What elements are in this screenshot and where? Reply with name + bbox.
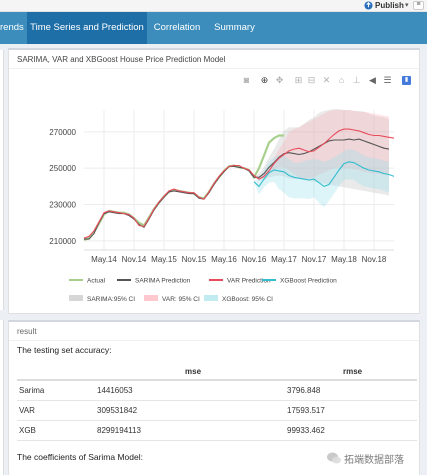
panel-title: result (17, 327, 37, 336)
sidebar-edge-lower (0, 320, 4, 475)
series-line (253, 161, 395, 188)
x-tick-label: May.16 (211, 255, 237, 264)
x-tick-label: Nov.14 (122, 255, 147, 264)
autoscale-icon[interactable]: ✕ (322, 75, 331, 85)
x-tick-label: Nov.16 (242, 255, 267, 264)
legend-label: VAR: 95% CI (162, 296, 200, 303)
y-tick-label: 230000 (49, 201, 76, 210)
legend-swatch (204, 295, 218, 301)
watermark: 拓端数据部落 (324, 448, 424, 470)
hover-closest-icon[interactable]: ◀ (369, 75, 376, 85)
tab-time-series-prediction[interactable]: Time Series and Prediction (27, 12, 147, 44)
legend-swatch (69, 295, 83, 301)
accuracy-heading: The testing set accuracy: (17, 345, 112, 355)
divider (9, 68, 419, 69)
x-tick-label: May.14 (91, 255, 117, 264)
column-header: mse (97, 364, 287, 381)
watermark-text: 拓端数据部落 (344, 455, 404, 466)
hover-compare-icon[interactable]: ☰ (383, 75, 392, 85)
table-cell: Sarima (17, 380, 97, 401)
tab-summary[interactable]: Summary (214, 22, 255, 33)
home-icon[interactable]: ⌂ (338, 75, 345, 85)
table-cell: 309531842 (97, 400, 287, 421)
zoom-in-icon[interactable]: ⊞ (294, 75, 303, 85)
legend-label: XGBoost: 95% CI (222, 296, 273, 303)
coefficients-heading: The coefficients of Sarima Model: (17, 452, 143, 462)
legend-swatch (144, 295, 158, 301)
tab-trends[interactable]: rends (0, 22, 24, 33)
zoom-out-icon[interactable]: ⊟ (307, 75, 316, 85)
legend-label: SARIMA:95% CI (87, 296, 135, 303)
more-menu-button[interactable]: ≡ (413, 1, 424, 10)
publish-icon[interactable] (364, 1, 373, 10)
y-tick-label: 270000 (49, 128, 76, 137)
x-tick-label: Nov.18 (362, 255, 387, 264)
chevron-down-icon[interactable]: ▾ (405, 2, 409, 9)
publish-bar: Publish ▾ ≡ (0, 0, 427, 12)
price-prediction-chart: May.14 Nov.14 May.15 Nov.15 May.16 Nov.16 May.… (49, 109, 395, 303)
table-cell: XGB (17, 420, 97, 441)
column-header (17, 364, 97, 381)
zoom-icon[interactable]: ⊕ (260, 75, 269, 85)
camera-icon[interactable]: ◙ (243, 75, 250, 85)
pan-icon[interactable]: ✥ (275, 75, 284, 85)
table-cell: 3796.848 (287, 380, 417, 401)
table-row: VAR 309531842 17593.517 (17, 400, 417, 421)
table-cell: 14416053 (97, 380, 287, 401)
x-tick-label: Nov.15 (182, 255, 207, 264)
legend-label: XGBoost Prediction (280, 278, 337, 285)
table-cell: 99933.462 (287, 420, 417, 441)
x-tick-label: May.18 (331, 255, 357, 264)
spike-icon[interactable]: ⊥ (352, 75, 361, 85)
table-cell: 8299194113 (97, 420, 287, 441)
top-navbar: rends Time Series and Prediction Correla… (0, 12, 427, 44)
legend-label: SARIMA Prediction (135, 278, 191, 285)
plotly-logo-icon[interactable]: ▮ (402, 76, 411, 85)
table-header-row: mse rmse (17, 364, 417, 381)
legend-label: VAR Prediction (227, 278, 271, 285)
panel-title: SARIMA, VAR and XBGoost House Price Pred… (17, 55, 226, 64)
sidebar-edge (0, 50, 4, 310)
tab-correlation[interactable]: Correlation (153, 22, 201, 33)
wechat-icon (327, 452, 341, 464)
x-tick-label: Nov.17 (302, 255, 327, 264)
series-line (83, 128, 395, 239)
chart-panel: SARIMA, VAR and XBGoost House Price Pred… (8, 48, 420, 314)
column-header: rmse (287, 364, 417, 381)
table-cell: VAR (17, 400, 97, 421)
publish-button[interactable]: Publish (375, 1, 404, 10)
legend-label: Actual (87, 278, 106, 285)
y-tick-label: 250000 (49, 164, 76, 173)
accuracy-table: mse rmse Sarima 14416053 3796.848 VAR 30… (17, 364, 417, 441)
x-tick-label: May.15 (151, 255, 177, 264)
x-tick-label: May.17 (271, 255, 297, 264)
table-row: Sarima 14416053 3796.848 (17, 380, 417, 401)
y-tick-label: 210000 (49, 237, 76, 246)
divider (9, 340, 419, 341)
table-cell: 17593.517 (287, 400, 417, 421)
table-row: XGB 8299194113 99933.462 (17, 420, 417, 441)
result-panel: result The testing set accuracy: mse rms… (8, 320, 420, 475)
